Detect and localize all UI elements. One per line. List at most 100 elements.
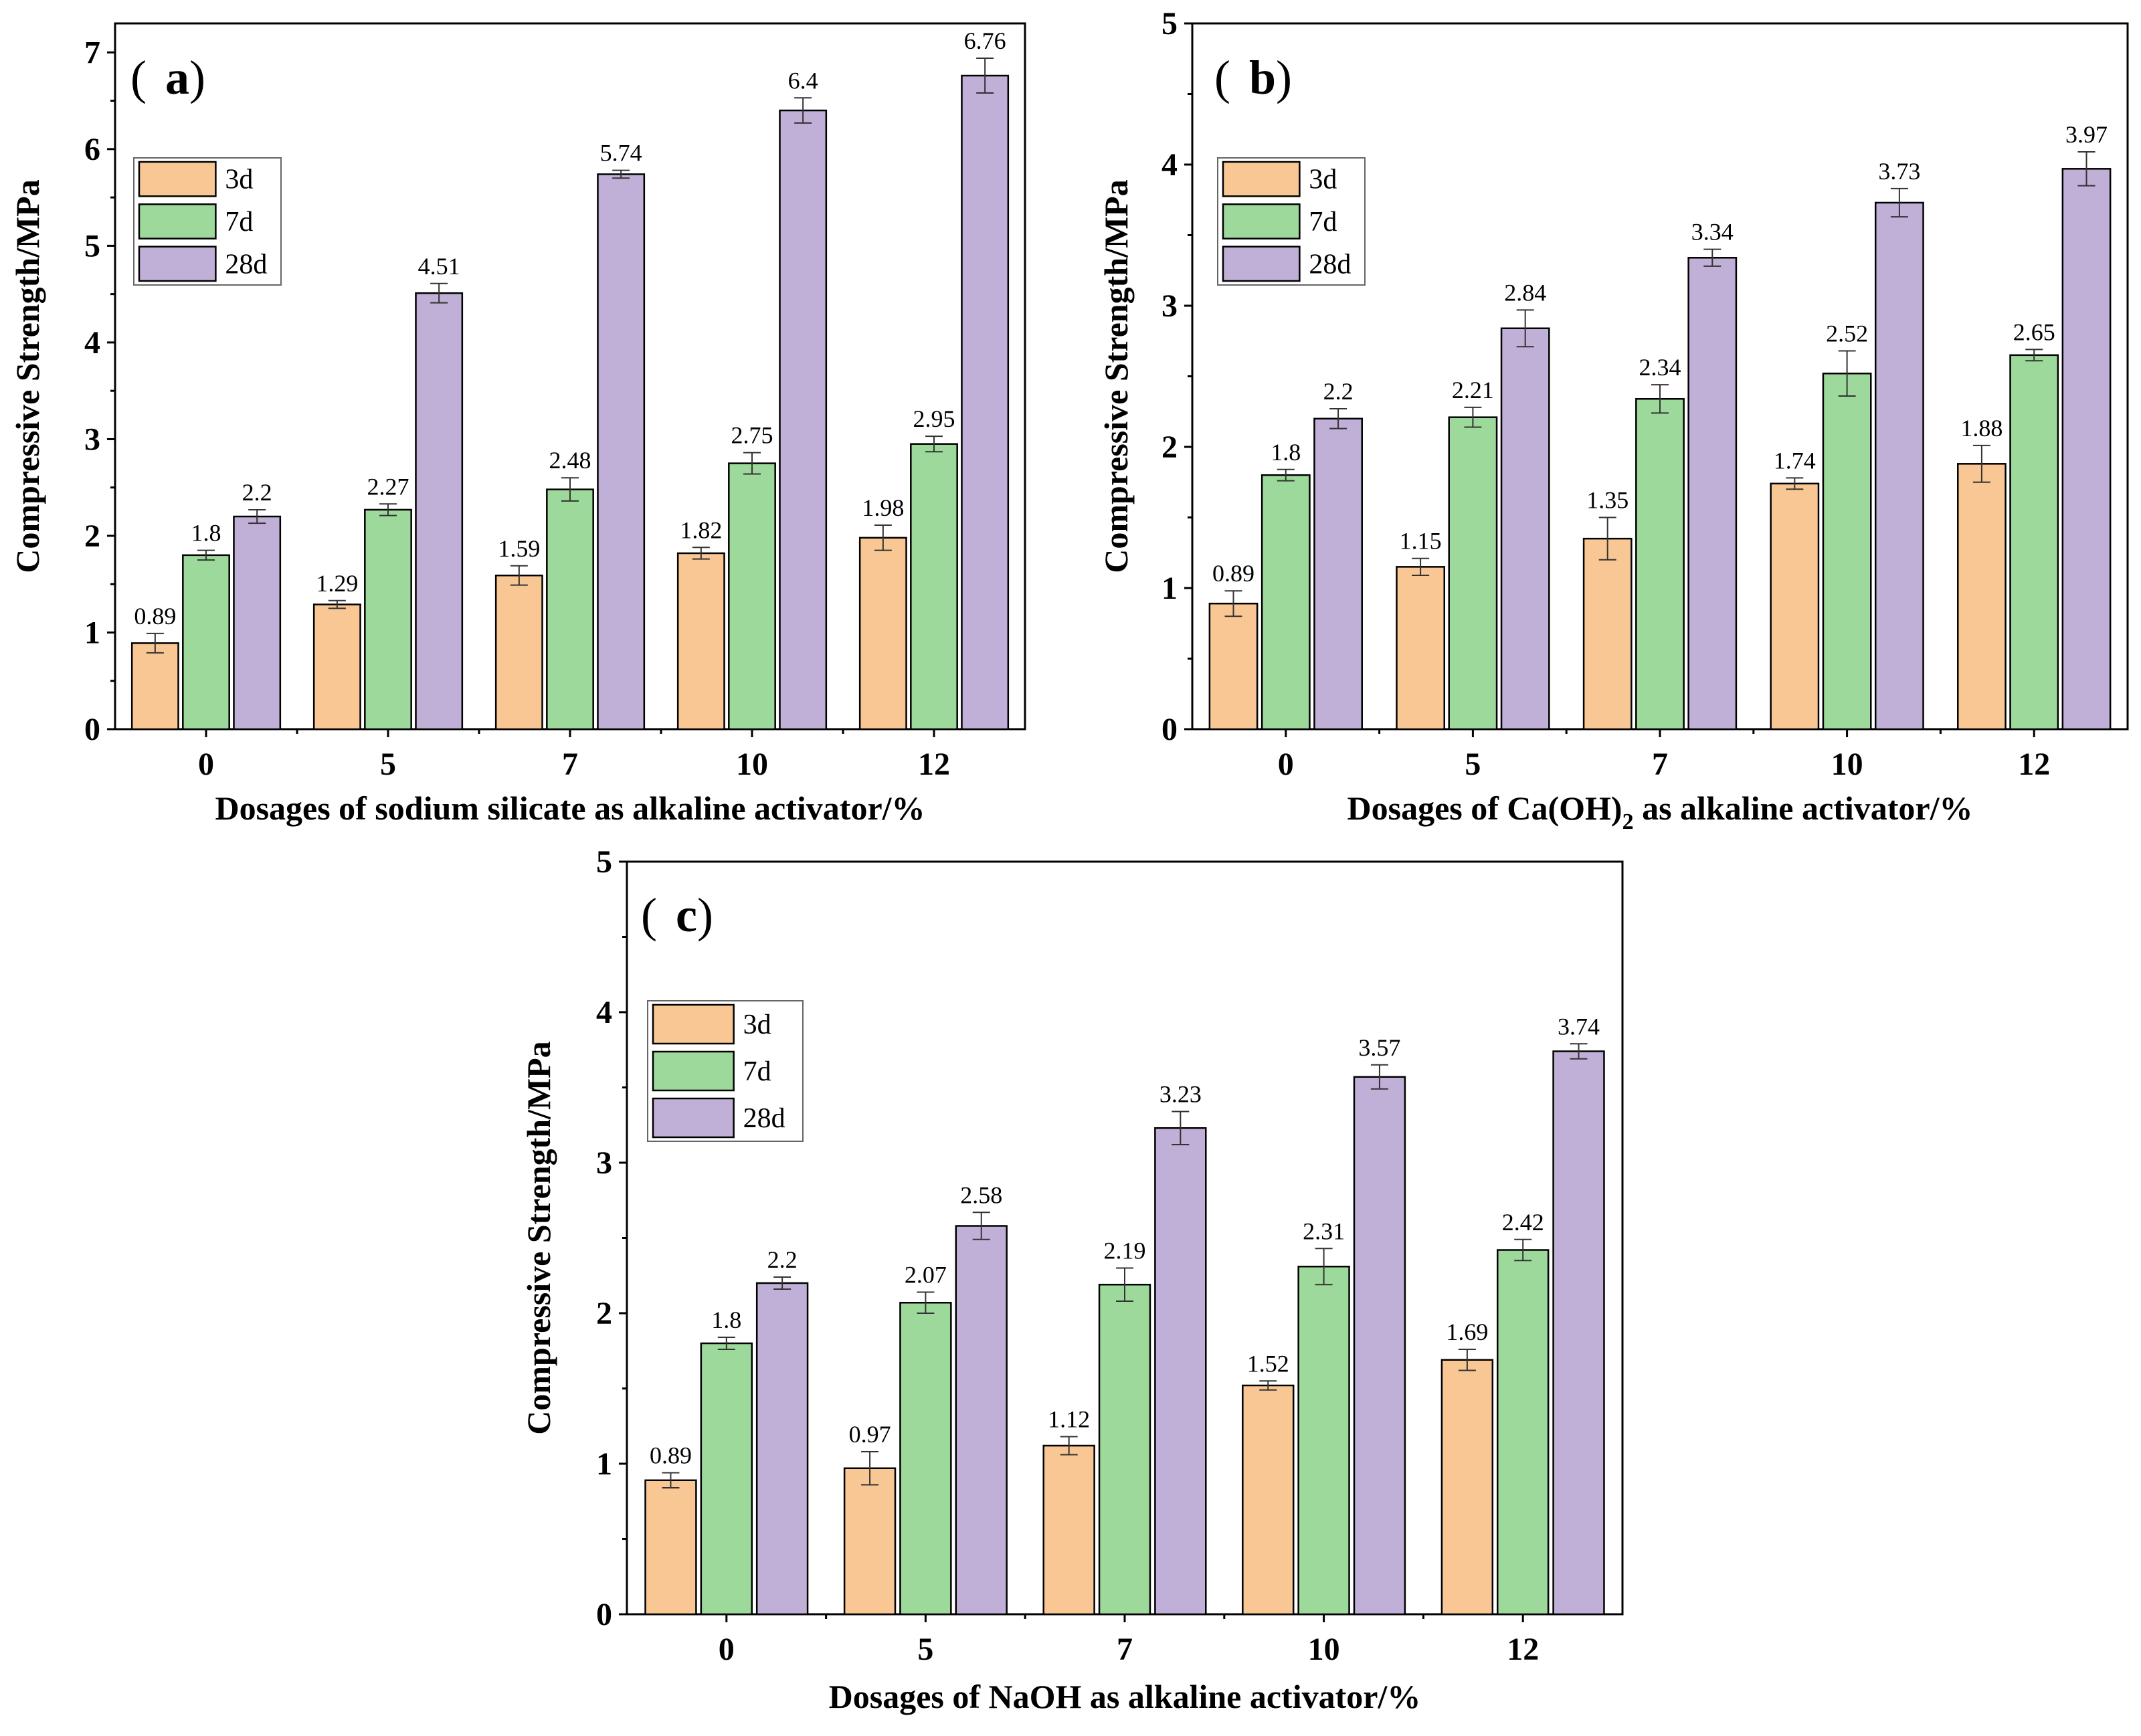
- error-bar-28d-5: [1516, 309, 1534, 348]
- error-bar-3d-10: [692, 547, 710, 560]
- data-label-7d-12: 2.95: [913, 405, 955, 432]
- data-label-3d-10: 1.74: [1774, 447, 1816, 474]
- bar-3d-5: [1396, 566, 1446, 731]
- bar-3d-10: [1770, 482, 1820, 731]
- data-label-28d-0: 2.2: [767, 1246, 798, 1273]
- y-tick-label: 4: [84, 325, 100, 361]
- panel-label-open: (: [1214, 51, 1230, 104]
- legend-label-28d: 28d: [1309, 249, 1351, 280]
- data-label-3d-0: 0.89: [650, 1442, 692, 1469]
- error-bar-7d-0: [197, 549, 215, 561]
- bar-7d-0: [182, 554, 230, 731]
- y-tick-label: 3: [1161, 288, 1178, 324]
- data-label-28d-0: 2.2: [1323, 378, 1354, 405]
- error-bar-28d-10: [1370, 1064, 1388, 1090]
- error-bar-3d-12: [1458, 1349, 1476, 1371]
- data-label-28d-0: 2.2: [242, 479, 272, 506]
- x-axis-title: Dosages of NaOH as alkaline activator/%: [829, 1678, 1421, 1715]
- y-tick-label: 0: [1161, 712, 1178, 747]
- data-label-28d-7: 3.23: [1159, 1081, 1202, 1108]
- legend-swatch-3d: [1222, 161, 1301, 197]
- legend-swatch-7d: [1222, 203, 1301, 239]
- panel-label-letter: a: [165, 51, 189, 104]
- error-bar-3d-10: [1259, 1380, 1277, 1391]
- y-tick-label: 1: [1161, 571, 1178, 606]
- x-axis-title-part: as alkaline activator/%: [1634, 789, 1973, 827]
- data-label-7d-10: 2.52: [1826, 320, 1868, 347]
- legend-label-3d: 3d: [743, 1009, 771, 1040]
- bar-7d-7: [1098, 1284, 1151, 1616]
- y-tick-label: 2: [84, 518, 100, 554]
- bar-28d-7: [1687, 257, 1738, 731]
- data-label-28d-5: 2.58: [960, 1181, 1002, 1208]
- error-bar-28d-10: [794, 97, 812, 124]
- legend-swatch-28d: [138, 246, 217, 282]
- legend-label-7d: 7d: [1309, 207, 1337, 237]
- data-label-28d-12: 3.74: [1558, 1013, 1600, 1040]
- data-label-3d-5: 1.15: [1400, 528, 1442, 555]
- error-bar-28d-7: [1172, 1111, 1190, 1145]
- error-bar-28d-5: [972, 1212, 990, 1240]
- panel-label-close: ): [697, 888, 713, 942]
- data-label-28d-10: 6.4: [788, 67, 818, 94]
- bar-3d-12: [858, 537, 907, 731]
- panel-label-close: ): [1276, 51, 1292, 104]
- error-bar-3d-10: [1786, 477, 1804, 490]
- data-label-7d-10: 2.31: [1303, 1218, 1345, 1244]
- legend-swatch-3d: [138, 161, 217, 197]
- bar-3d-0: [644, 1479, 697, 1616]
- panel-label: (c): [641, 888, 713, 942]
- chart-panel-c: 01234500.891.82.250.972.072.5871.122.193…: [520, 844, 1624, 1715]
- error-bar-28d-12: [1570, 1043, 1588, 1060]
- data-label-7d-10: 2.75: [731, 422, 773, 449]
- error-bar-7d-12: [2025, 349, 2043, 362]
- bar-7d-10: [728, 462, 776, 731]
- error-bar-28d-7: [1703, 248, 1721, 267]
- error-bar-28d-10: [1890, 187, 1908, 218]
- data-label-28d-12: 6.76: [964, 27, 1006, 54]
- data-label-7d-0: 1.8: [191, 520, 221, 547]
- x-tick-label: 5: [917, 1632, 933, 1667]
- legend-label-28d: 28d: [743, 1103, 785, 1134]
- error-bar-7d-10: [1838, 350, 1856, 397]
- error-bar-3d-0: [1224, 590, 1242, 617]
- error-bar-3d-7: [510, 565, 528, 586]
- legend: 3d 7d 28d: [647, 1000, 804, 1142]
- y-tick-label: 5: [596, 844, 612, 880]
- error-bar-7d-12: [925, 436, 943, 453]
- data-label-28d-5: 4.51: [418, 253, 460, 280]
- panel-label-letter: b: [1249, 51, 1276, 104]
- legend: 3d 7d 28d: [133, 157, 282, 286]
- panel-label-close: ): [189, 51, 205, 104]
- data-label-7d-0: 1.8: [711, 1307, 741, 1333]
- bar-3d-5: [843, 1467, 897, 1616]
- panel-label: (a): [130, 51, 205, 104]
- y-tick-label: 3: [596, 1145, 612, 1181]
- bar-28d-12: [961, 74, 1010, 731]
- y-axis-title: Compressive Strength/MPa: [520, 1041, 557, 1434]
- data-label-3d-7: 1.59: [498, 535, 540, 562]
- bar-28d-0: [755, 1282, 809, 1616]
- data-label-7d-12: 2.42: [1502, 1209, 1544, 1236]
- y-axis-title: Compressive Strength/MPa: [1097, 179, 1135, 573]
- error-bar-28d-12: [976, 58, 994, 94]
- y-axis-title: Compressive Strength/MPa: [9, 179, 46, 573]
- y-tick-label: 4: [1161, 147, 1178, 183]
- chart-panel-a: 0123456700.891.82.251.292.274.5171.592.4…: [9, 22, 1026, 827]
- error-bar-28d-7: [612, 169, 630, 179]
- y-tick-label: 0: [596, 1597, 612, 1632]
- bar-3d-12: [1440, 1359, 1494, 1616]
- legend: 3d 7d 28d: [1217, 157, 1366, 286]
- bar-7d-10: [1297, 1266, 1350, 1616]
- data-label-3d-10: 1.82: [680, 516, 722, 543]
- data-label-28d-5: 2.84: [1504, 279, 1546, 306]
- legend-swatch-28d: [652, 1097, 735, 1139]
- y-tick-label: 2: [1161, 429, 1178, 465]
- error-bar-28d-0: [1329, 408, 1347, 429]
- error-bar-7d-7: [1651, 384, 1669, 414]
- error-bar-7d-7: [561, 477, 579, 502]
- legend-label-3d: 3d: [225, 165, 253, 195]
- y-tick-label: 7: [84, 35, 100, 70]
- x-tick-label: 10: [736, 747, 768, 782]
- y-tick-label: 6: [84, 132, 100, 167]
